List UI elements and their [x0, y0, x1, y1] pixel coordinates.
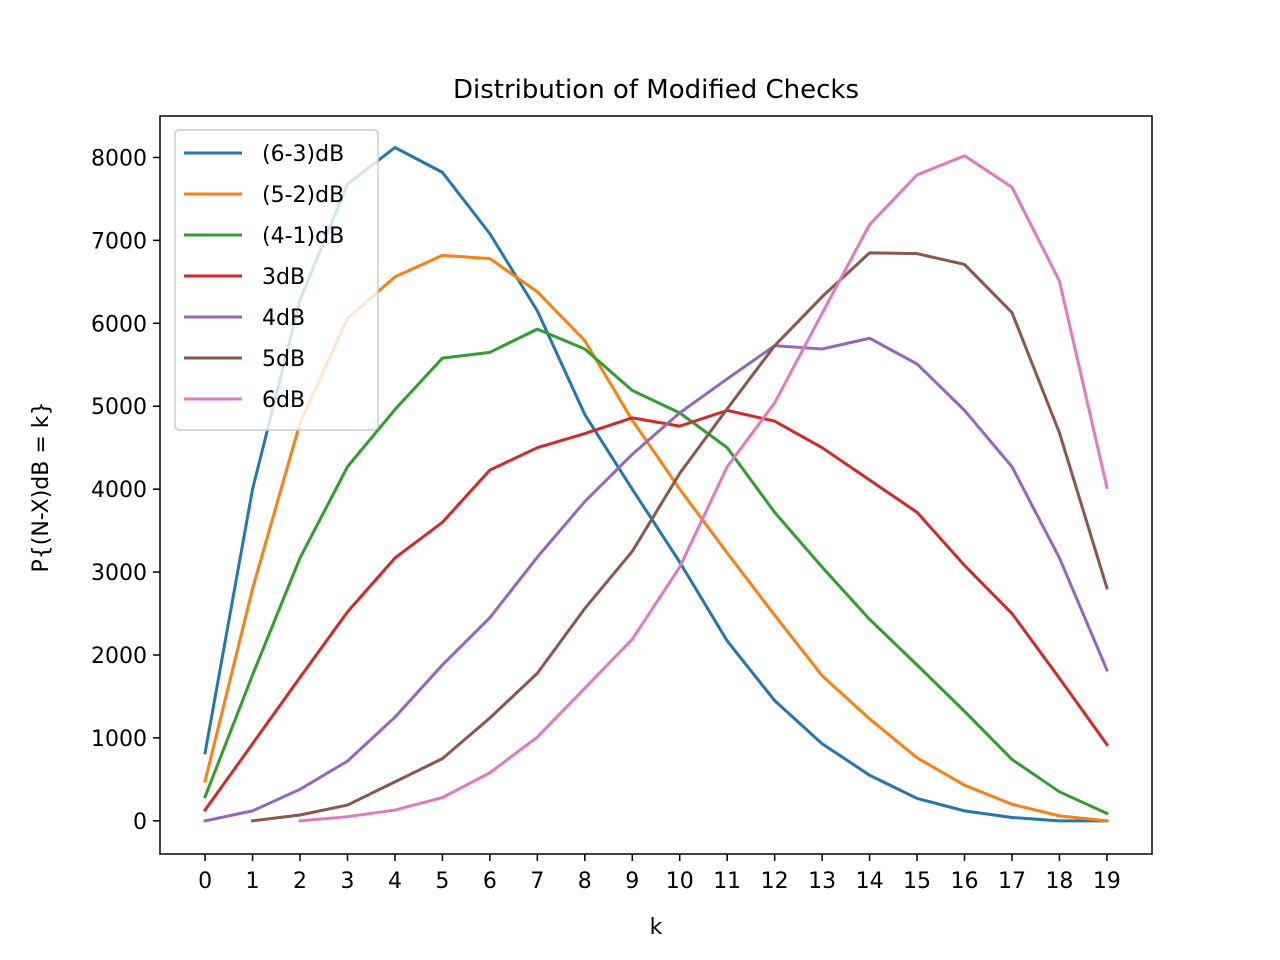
- x-tick-label: 18: [1045, 869, 1073, 894]
- y-axis-label: P{(N-X)dB = k}: [29, 401, 54, 572]
- x-tick-label: 10: [666, 869, 694, 894]
- x-tick-label: 13: [808, 869, 836, 894]
- series-line-4: [203, 336, 1109, 823]
- legend-box: [174, 129, 379, 431]
- x-axis-label: k: [650, 915, 663, 940]
- x-tick-label: 2: [293, 869, 307, 894]
- x-tick-label: 9: [625, 869, 639, 894]
- x-tick-label: 0: [198, 869, 212, 894]
- y-tick-label: 1000: [91, 727, 147, 752]
- legend-label-2: (4-1)dB: [262, 224, 344, 249]
- x-tick-label: 11: [713, 869, 741, 894]
- x-tick-label: 12: [761, 869, 789, 894]
- plot-area: 0 1 2 3 4 5 6 7 8 9 10 11 12 13 14 15 16 17 18 190100020003…: [91, 115, 1153, 894]
- legend: (6-3)dB (5-2)dB (4-1)dB 3dB 4dB 5dB 6dB: [174, 129, 379, 431]
- chart-title: Distribution of Modified Checks: [453, 75, 859, 105]
- x-tick-label: 15: [903, 869, 931, 894]
- legend-label-4: 4dB: [262, 306, 305, 331]
- x-tick-label: 14: [856, 869, 884, 894]
- series-line-2: [203, 327, 1109, 816]
- legend-label-6: 6dB: [262, 388, 305, 413]
- x-tick-label: 16: [951, 869, 979, 894]
- y-tick-label: 8000: [91, 146, 147, 171]
- series-line-3: [202, 408, 1110, 813]
- legend-label-3: 3dB: [262, 265, 305, 290]
- y-tick-label: 7000: [91, 229, 147, 254]
- legend-label-1: (5-2)dB: [262, 183, 344, 208]
- y-tick-label: 0: [133, 810, 147, 835]
- series-line-6: [298, 154, 1109, 823]
- x-tick-label: 4: [388, 869, 402, 894]
- x-tick-label: 7: [530, 869, 544, 894]
- axes-frame: [159, 115, 1153, 855]
- y-tick-label: 6000: [91, 312, 147, 337]
- legend-label-5: 5dB: [262, 347, 305, 372]
- series-line-5: [250, 251, 1109, 823]
- x-tick-label: 1: [246, 869, 260, 894]
- x-tick-label: 17: [998, 869, 1026, 894]
- x-tick-label: 6: [483, 869, 497, 894]
- x-tick-label: 3: [340, 869, 354, 894]
- y-tick-label: 3000: [91, 561, 147, 586]
- y-tick-label: 2000: [91, 644, 147, 669]
- x-tick-label: 19: [1093, 869, 1121, 894]
- legend-label-0: (6-3)dB: [262, 142, 344, 167]
- x-tick-label: 8: [578, 869, 592, 894]
- y-tick-label: 5000: [91, 395, 147, 420]
- y-tick-label: 4000: [91, 478, 147, 503]
- x-tick-label: 5: [435, 869, 449, 894]
